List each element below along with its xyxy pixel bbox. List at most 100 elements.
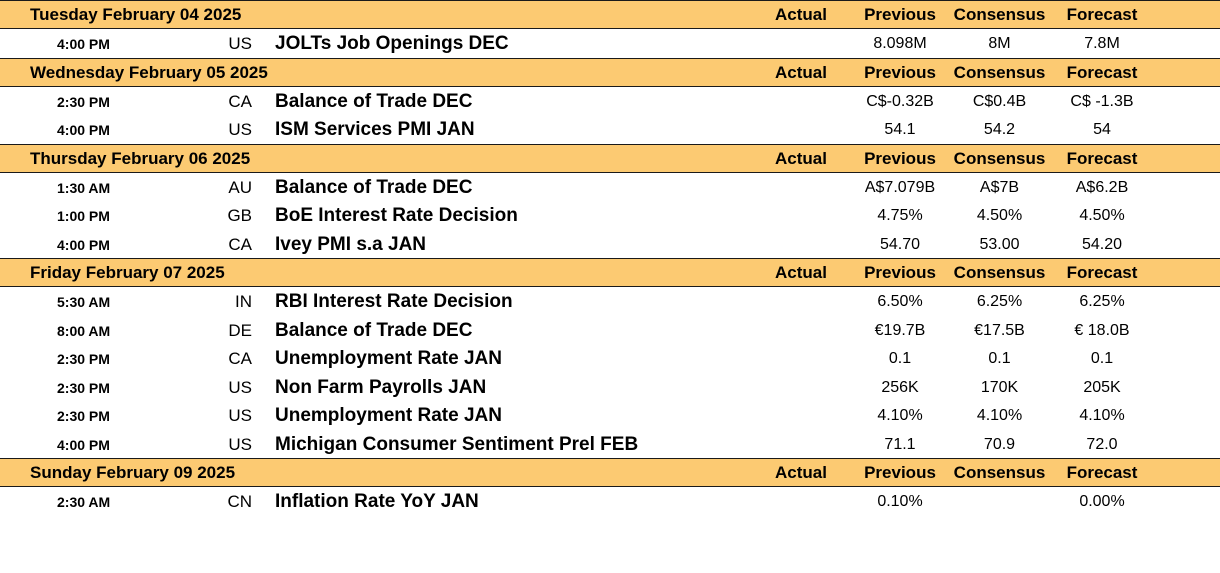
event-row[interactable]: 4:00 PM CA Ivey PMI s.a JAN 54.70 53.00 54.20 — [0, 230, 1220, 259]
event-previous: C$-0.32B — [866, 92, 934, 110]
day-header: Thursday February 06 2025 Actual Previous C… — [0, 143, 1220, 173]
event-country: CA — [228, 234, 252, 254]
event-row[interactable]: 4:00 PM US Michigan Consumer Sentiment Pre… — [0, 430, 1220, 459]
column-header-consensus: Consensus — [953, 463, 1046, 482]
event-name: Michigan Consumer Sentiment Prel FEB — [275, 433, 639, 455]
column-header-previous: Previous — [864, 148, 936, 168]
day-date: Friday February 07 2025 — [30, 263, 225, 282]
column-header-consensus: Consensus — [953, 62, 1046, 82]
column-header-actual: Actual — [775, 148, 827, 168]
day-date: Tuesday February 04 2025 — [30, 5, 242, 24]
event-forecast: 54.20 — [1081, 235, 1123, 253]
event-row[interactable]: 1:30 AM AU Balance of Trade DEC A$7.079B A$7… — [0, 173, 1220, 202]
event-name: Non Farm Payrolls JAN — [275, 376, 487, 398]
event-previous: 8.098M — [873, 35, 927, 52]
event-row[interactable]: 4:00 PM US ISM Services PMI JAN 54.1 54.2 54 — [0, 115, 1220, 144]
event-previous: €19.7B — [874, 321, 926, 339]
event-name: ISM Services PMI JAN — [275, 119, 475, 140]
event-time: 2:30 PM — [57, 408, 110, 424]
event-previous: A$7.079B — [864, 178, 936, 196]
event-previous: 256K — [881, 378, 919, 396]
event-consensus: 170K — [980, 378, 1019, 396]
event-name: Ivey PMI s.a JAN — [275, 233, 427, 255]
event-row[interactable]: 2:30 PM US Unemployment Rate JAN 4.10% 4.10%… — [0, 401, 1220, 430]
event-previous: 6.50% — [877, 293, 923, 310]
event-country: US — [228, 34, 252, 53]
day-header: Wednesday February 05 2025 Actual Previous… — [0, 57, 1220, 87]
event-country: CA — [228, 91, 252, 111]
economic-calendar: Tuesday February 04 2025 Actual Previous Co… — [0, 0, 1220, 516]
event-consensus: €17.5B — [974, 321, 1025, 339]
event-row[interactable]: 2:30 PM US Non Farm Payrolls JAN 256K 170K 20… — [0, 373, 1220, 402]
event-country: DE — [228, 320, 252, 340]
event-country: AU — [228, 177, 252, 197]
column-header-consensus: Consensus — [953, 148, 1046, 168]
event-forecast: 54 — [1093, 121, 1111, 138]
event-country: US — [228, 434, 252, 454]
event-row[interactable]: 2:30 PM CA Balance of Trade DEC C$-0.32B C$0… — [0, 87, 1220, 116]
day-header: Sunday February 09 2025 Actual Previous Con… — [0, 458, 1220, 487]
event-previous: 4.75% — [877, 207, 923, 224]
event-name: Balance of Trade DEC — [275, 319, 473, 341]
event-name: Balance of Trade DEC — [275, 176, 473, 198]
event-consensus: 54.2 — [983, 121, 1016, 138]
event-time: 4:00 PM — [57, 236, 110, 253]
event-row[interactable]: 2:30 PM CA Unemployment Rate JAN 0.1 0.1 0.1 — [0, 344, 1220, 373]
event-row[interactable]: 2:30 AM CN Inflation Rate YoY JAN 0.10% 0.00… — [0, 487, 1220, 516]
event-row[interactable]: 4:00 PM US JOLTs Job Openings DEC 8.098M 8M 7… — [0, 29, 1220, 58]
event-name: Balance of Trade DEC — [275, 90, 473, 112]
column-header-previous: Previous — [864, 62, 936, 82]
column-header-actual: Actual — [775, 263, 827, 282]
event-row[interactable]: 1:00 PM GB BoE Interest Rate Decision 4.75%… — [0, 201, 1220, 230]
column-header-actual: Actual — [775, 463, 827, 482]
event-time: 2:30 PM — [57, 379, 110, 396]
day-header: Friday February 07 2025 Actual Previous Con… — [0, 258, 1220, 287]
event-previous: 4.10% — [877, 407, 923, 424]
day-header: Tuesday February 04 2025 Actual Previous Co… — [0, 0, 1220, 29]
event-forecast: € 18.0B — [1074, 321, 1130, 339]
event-time: 1:00 PM — [57, 208, 110, 224]
event-previous: 71.1 — [884, 435, 916, 453]
event-time: 4:00 PM — [57, 436, 110, 453]
event-forecast: 205K — [1083, 378, 1121, 396]
event-country: GB — [227, 206, 252, 225]
event-country: US — [228, 406, 252, 425]
event-forecast: 0.00% — [1079, 493, 1125, 510]
event-time: 2:30 PM — [57, 351, 110, 367]
event-name: Unemployment Rate JAN — [275, 348, 502, 369]
event-consensus: 8M — [988, 35, 1011, 52]
event-previous: 0.10% — [877, 493, 923, 510]
column-header-actual: Actual — [775, 5, 827, 24]
column-header-consensus: Consensus — [953, 263, 1046, 282]
day-date: Thursday February 06 2025 — [30, 148, 251, 168]
event-name: Unemployment Rate JAN — [275, 405, 502, 426]
event-consensus: 4.50% — [976, 207, 1023, 224]
event-name: Inflation Rate YoY JAN — [275, 491, 479, 512]
event-forecast: 6.25% — [1079, 293, 1125, 310]
event-time: 2:30 PM — [57, 93, 110, 110]
event-time: 1:30 AM — [57, 179, 111, 196]
column-header-forecast: Forecast — [1066, 62, 1138, 82]
event-consensus: C$0.4B — [972, 92, 1027, 110]
event-previous: 0.1 — [888, 350, 912, 367]
column-header-forecast: Forecast — [1066, 148, 1138, 168]
event-country: US — [228, 120, 252, 139]
column-header-previous: Previous — [864, 463, 936, 482]
event-previous: 54.1 — [884, 121, 916, 138]
event-time: 8:00 AM — [57, 322, 111, 339]
column-header-previous: Previous — [864, 5, 936, 24]
event-consensus: 4.10% — [976, 407, 1023, 424]
event-row[interactable]: 5:30 AM IN RBI Interest Rate Decision 6.50%… — [0, 287, 1220, 316]
column-header-forecast: Forecast — [1066, 263, 1138, 282]
day-date: Wednesday February 05 2025 — [30, 62, 268, 82]
event-consensus: 0.1 — [988, 350, 1011, 367]
event-country: US — [228, 377, 252, 397]
column-header-actual: Actual — [775, 62, 827, 82]
event-time: 5:30 AM — [57, 294, 111, 310]
event-country: CN — [227, 492, 252, 511]
event-time: 4:00 PM — [57, 36, 110, 52]
event-row[interactable]: 8:00 AM DE Balance of Trade DEC €19.7B €17.5… — [0, 316, 1220, 345]
event-previous: 54.70 — [879, 235, 921, 253]
event-time: 4:00 PM — [57, 122, 110, 138]
event-forecast: 4.50% — [1079, 207, 1125, 224]
